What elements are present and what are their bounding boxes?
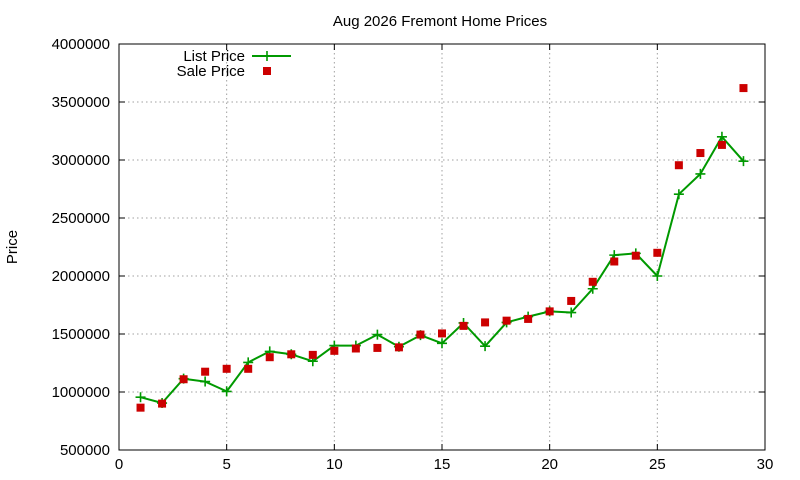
- list-price-point: [200, 376, 211, 387]
- list-price-point: [695, 168, 706, 179]
- sale-price-point: [588, 277, 597, 286]
- sale-price-point: [524, 314, 533, 323]
- series-layer: [135, 84, 749, 412]
- sale-price-point: [136, 403, 145, 412]
- sale-price-point: [179, 375, 188, 384]
- y-tick-label: 3500000: [52, 94, 110, 111]
- sale-price-point: [674, 161, 683, 170]
- x-tick-label: 5: [222, 456, 230, 473]
- sale-price-point: [567, 296, 576, 305]
- list-price-point: [372, 329, 383, 340]
- y-tick-label: 500000: [60, 442, 110, 459]
- sale-price-point: [330, 346, 339, 355]
- sale-price-point: [158, 399, 167, 408]
- sale-price-point: [739, 84, 748, 93]
- sale-price-point: [653, 248, 662, 257]
- sale-price-point: [696, 149, 705, 158]
- axis-ticks: 0 5 10 15 20 25 30 500000 1000000 1500000 2000000 2…: [52, 36, 774, 473]
- x-tick-label: 25: [649, 456, 666, 473]
- sale-price-point: [610, 257, 619, 266]
- y-tick-label: 4000000: [52, 36, 110, 53]
- chart-title: Aug 2026 Fremont Home Prices: [333, 13, 547, 30]
- sale-price-point: [438, 329, 446, 338]
- list-price-point: [566, 307, 577, 318]
- sale-price-point: [545, 307, 554, 316]
- sale-price-point: [459, 321, 468, 330]
- legend-label: List Price: [183, 48, 245, 65]
- sale-price-point: [244, 364, 253, 373]
- sale-price-point: [308, 350, 317, 359]
- list-price-point: [652, 271, 663, 281]
- sale-price-point: [265, 353, 274, 362]
- list-price-point: [480, 341, 491, 352]
- y-tick-label: 1500000: [52, 326, 110, 343]
- y-tick-label: 2000000: [52, 268, 110, 285]
- list-price-point: [738, 156, 749, 167]
- sale-price-point: [351, 344, 360, 353]
- legend-label: Sale Price: [177, 63, 245, 80]
- sale-price-point: [287, 350, 296, 359]
- x-tick-label: 0: [115, 456, 123, 473]
- grid: [119, 44, 765, 450]
- sale-price-point: [416, 330, 425, 339]
- list-price-point: [716, 131, 727, 142]
- x-tick-label: 20: [541, 456, 558, 473]
- y-tick-label: 3000000: [52, 152, 110, 169]
- list-price-point: [221, 386, 232, 397]
- y-axis-label: Price: [4, 230, 21, 264]
- sale-price-point: [481, 318, 490, 327]
- y-tick-label: 1000000: [52, 384, 110, 401]
- legend-marker-sample: [263, 67, 271, 75]
- list-price-point: [135, 392, 146, 403]
- sale-price-point: [222, 364, 231, 373]
- sale-price-point: [394, 343, 403, 352]
- x-tick-label: 30: [757, 456, 774, 473]
- x-tick-label: 15: [434, 456, 451, 473]
- sale-price-point: [502, 316, 511, 325]
- y-tick-label: 2500000: [52, 210, 110, 227]
- sale-price-point: [373, 343, 382, 352]
- x-tick-label: 10: [326, 456, 343, 473]
- list-price-point: [437, 338, 447, 349]
- sale-price-point: [717, 140, 726, 149]
- sale-price-point: [201, 367, 210, 376]
- legend-marker-sample: [262, 51, 272, 61]
- sale-price-point: [631, 251, 640, 260]
- list-price-point: [673, 189, 684, 200]
